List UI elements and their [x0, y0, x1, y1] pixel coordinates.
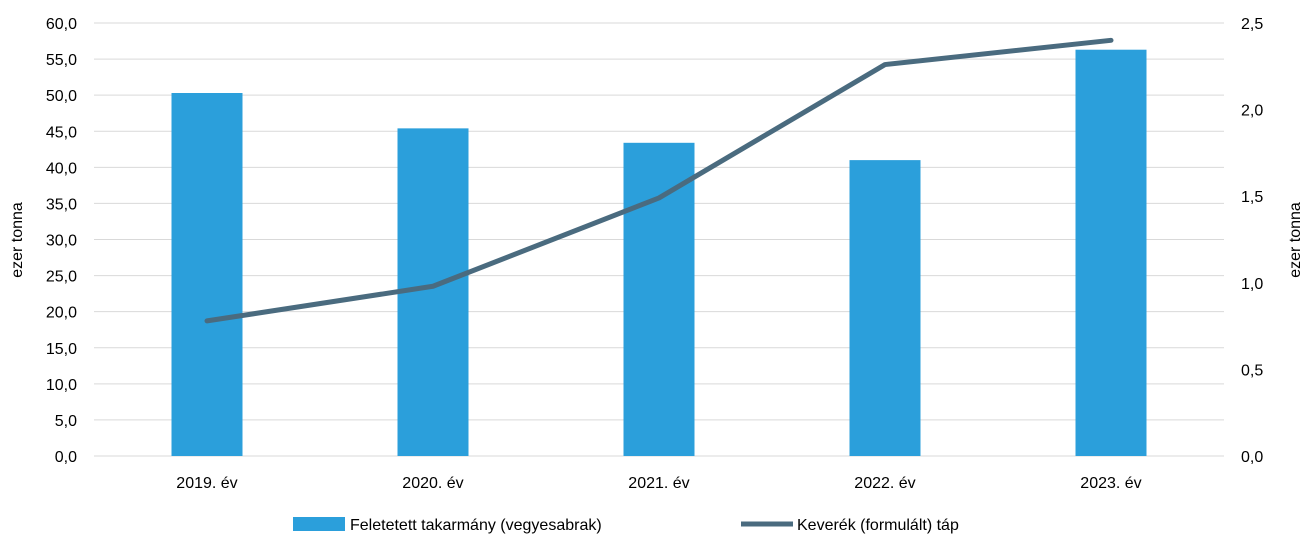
left-tick-label: 25,0 [46, 269, 77, 286]
right-tick-label: 2,0 [1241, 103, 1263, 120]
bar [623, 142, 695, 456]
right-tick-label: 0,5 [1241, 362, 1263, 379]
left-tick-label: 10,0 [46, 377, 77, 394]
left-tick-label: 35,0 [46, 196, 77, 213]
left-tick-label: 5,0 [55, 413, 77, 430]
left-axis-title: ezer tonna [9, 202, 26, 278]
right-tick-label: 0,0 [1241, 449, 1263, 466]
bar [171, 93, 243, 457]
bar [849, 160, 921, 456]
x-tick-label: 2022. év [854, 475, 915, 492]
legend-label-line: Keverék (formulált) táp [797, 517, 959, 534]
legend-label-bar: Feletetett takarmány (vegyesabrak) [350, 517, 602, 534]
line-series [204, 37, 1114, 324]
left-tick-label: 50,0 [46, 88, 77, 105]
x-tick-label: 2020. év [402, 475, 463, 492]
right-tick-label: 1,0 [1241, 276, 1263, 293]
left-axis-ticks: 0,0 5,0 10,0 15,0 20,0 25,0 30,0 35,0 40,0 45,0 50… [46, 16, 77, 466]
left-tick-label: 20,0 [46, 305, 77, 322]
right-axis-ticks: 0,0 0,5 1,0 1,5 2,0 2,5 [1241, 16, 1263, 466]
legend: Feletetett takarmány (vegyesabrak) Kever… [293, 517, 959, 534]
right-tick-label: 1,5 [1241, 189, 1263, 206]
x-axis-ticks: 2019. év 2020. év 2021. év 2022. év 2023. év [176, 475, 1141, 492]
left-tick-label: 45,0 [46, 124, 77, 141]
left-tick-label: 0,0 [55, 449, 77, 466]
x-tick-label: 2019. év [176, 475, 237, 492]
legend-swatch-bar [293, 517, 345, 531]
left-tick-label: 15,0 [46, 341, 77, 358]
left-tick-label: 55,0 [46, 52, 77, 69]
left-tick-label: 40,0 [46, 160, 77, 177]
x-tick-label: 2021. év [628, 475, 689, 492]
series-line [204, 37, 1114, 324]
left-tick-label: 30,0 [46, 233, 77, 250]
right-axis-title: ezer tonna [1287, 202, 1304, 278]
x-tick-label: 2023. év [1080, 475, 1141, 492]
right-tick-label: 2,5 [1241, 16, 1263, 33]
bar [1075, 49, 1147, 457]
left-tick-label: 60,0 [46, 16, 77, 33]
bar-series [171, 49, 1147, 457]
